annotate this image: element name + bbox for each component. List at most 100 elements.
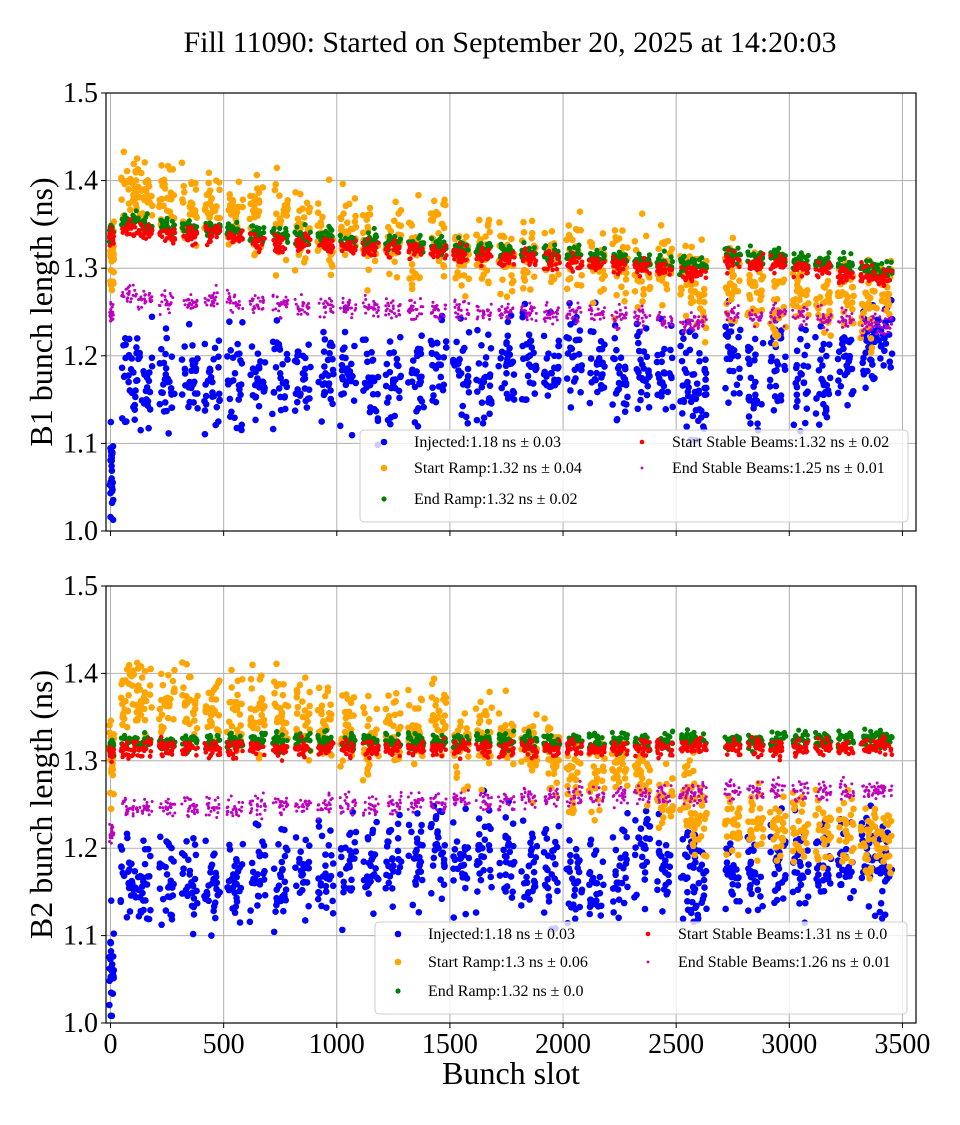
bunch-point xyxy=(511,389,518,396)
bunch-point xyxy=(457,241,462,246)
bunch-point xyxy=(700,268,705,273)
bunch-point xyxy=(315,889,322,896)
bunch-point xyxy=(262,892,269,899)
bunch-point xyxy=(365,890,372,897)
bunch-point xyxy=(185,237,190,242)
bunch-point xyxy=(773,383,780,390)
bunch-point xyxy=(240,841,247,848)
bunch-point xyxy=(165,236,170,241)
bunch-point xyxy=(819,362,826,369)
bunch-point xyxy=(226,318,233,325)
bunch-point xyxy=(216,889,223,896)
bunch-point xyxy=(474,327,481,334)
bunch-point xyxy=(389,885,396,892)
bunch-point xyxy=(703,315,706,318)
bunch-point xyxy=(120,342,127,349)
bunch-point xyxy=(479,264,484,269)
bunch-point xyxy=(144,177,151,184)
bunch-point xyxy=(530,318,533,321)
bunch-point xyxy=(454,838,461,845)
bunch-point xyxy=(111,306,114,309)
bunch-point xyxy=(318,903,325,910)
bunch-point xyxy=(612,227,619,234)
bunch-point xyxy=(768,354,775,361)
bunch-point xyxy=(299,205,306,212)
bunch-point xyxy=(205,882,212,889)
bunch-point xyxy=(339,307,342,310)
bunch-point xyxy=(431,855,438,862)
bunch-point xyxy=(414,855,421,862)
bunch-point xyxy=(164,298,167,301)
bunch-point xyxy=(615,311,618,314)
bunch-point xyxy=(131,402,138,409)
bunch-point xyxy=(207,869,214,876)
bunch-point xyxy=(555,267,560,272)
bunch-point xyxy=(533,365,540,372)
bunch-point xyxy=(591,376,598,383)
bunch-point xyxy=(683,276,688,281)
bunch-point xyxy=(541,371,548,378)
bunch-point xyxy=(126,300,129,303)
bunch-point xyxy=(838,269,843,274)
bunch-point xyxy=(620,313,623,316)
bunch-point xyxy=(476,253,481,258)
bunch-point xyxy=(549,308,552,311)
bunch-point xyxy=(700,423,707,430)
bunch-point xyxy=(638,278,645,285)
bunch-point xyxy=(510,278,517,285)
bunch-point xyxy=(611,356,618,363)
bunch-point xyxy=(207,187,214,194)
bunch-point xyxy=(149,363,156,370)
bunch-point xyxy=(204,227,209,232)
bunch-point xyxy=(133,344,140,351)
bunch-point xyxy=(237,919,244,926)
bunch-point xyxy=(566,317,569,320)
bunch-point xyxy=(573,337,580,344)
bunch-point xyxy=(308,238,313,243)
bunch-point xyxy=(413,301,416,304)
bunch-point xyxy=(697,326,700,329)
bunch-point xyxy=(108,454,115,461)
bunch-point xyxy=(224,353,231,360)
bunch-point xyxy=(735,334,742,341)
bunch-point xyxy=(292,864,299,871)
bunch-point xyxy=(479,399,486,406)
bunch-point xyxy=(825,278,832,285)
bunch-point xyxy=(799,288,806,295)
bunch-point xyxy=(254,902,261,909)
bunch-point xyxy=(730,260,735,265)
bunch-point xyxy=(822,326,825,329)
bunch-point xyxy=(360,858,367,865)
bunch-point xyxy=(663,316,666,319)
bunch-point xyxy=(439,896,446,903)
bunch-point xyxy=(181,189,188,196)
bunch-point xyxy=(346,847,353,854)
bunch-point xyxy=(408,222,415,229)
bunch-point xyxy=(207,366,214,373)
bunch-point xyxy=(233,856,240,863)
bunch-point xyxy=(330,238,335,243)
bunch-point xyxy=(544,320,547,323)
bunch-point xyxy=(482,361,489,368)
bunch-point xyxy=(281,245,286,250)
bunch-point xyxy=(410,299,413,302)
bunch-point xyxy=(679,265,684,270)
bunch-point xyxy=(340,346,347,353)
bunch-point xyxy=(845,309,848,312)
bunch-point xyxy=(670,259,675,264)
bunch-point xyxy=(541,379,548,386)
bunch-point xyxy=(186,228,191,233)
bunch-point xyxy=(593,264,598,269)
bunch-point xyxy=(849,321,852,324)
bunch-point xyxy=(775,258,780,263)
bunch-point xyxy=(624,306,627,309)
bunch-point xyxy=(354,307,357,310)
bunch-point xyxy=(216,302,219,305)
bunch-point xyxy=(163,325,170,332)
bunch-point xyxy=(278,826,285,833)
bunch-point xyxy=(830,314,833,317)
bunch-point xyxy=(351,343,358,350)
bunch-point xyxy=(352,195,359,202)
bunch-point xyxy=(128,878,135,885)
bunch-point xyxy=(300,293,303,296)
